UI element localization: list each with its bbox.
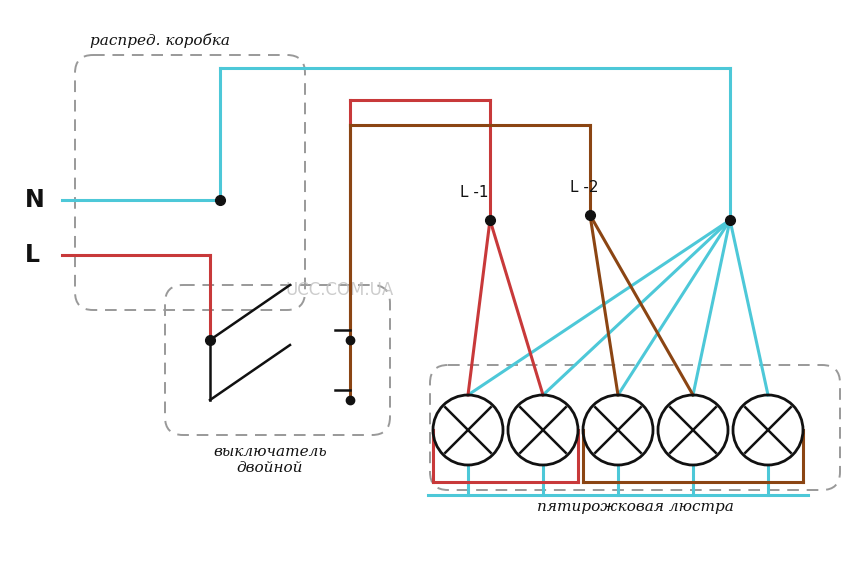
Text: пятирожковая люстра: пятирожковая люстра bbox=[537, 500, 734, 514]
Text: UCC.COM.UA: UCC.COM.UA bbox=[286, 281, 394, 299]
Text: распред. коробка: распред. коробка bbox=[90, 33, 230, 48]
Text: L -1: L -1 bbox=[460, 185, 488, 200]
Text: N: N bbox=[25, 188, 45, 212]
Text: L: L bbox=[25, 243, 40, 267]
Text: выключатель
двойной: выключатель двойной bbox=[214, 445, 327, 475]
Text: L -2: L -2 bbox=[570, 180, 598, 195]
